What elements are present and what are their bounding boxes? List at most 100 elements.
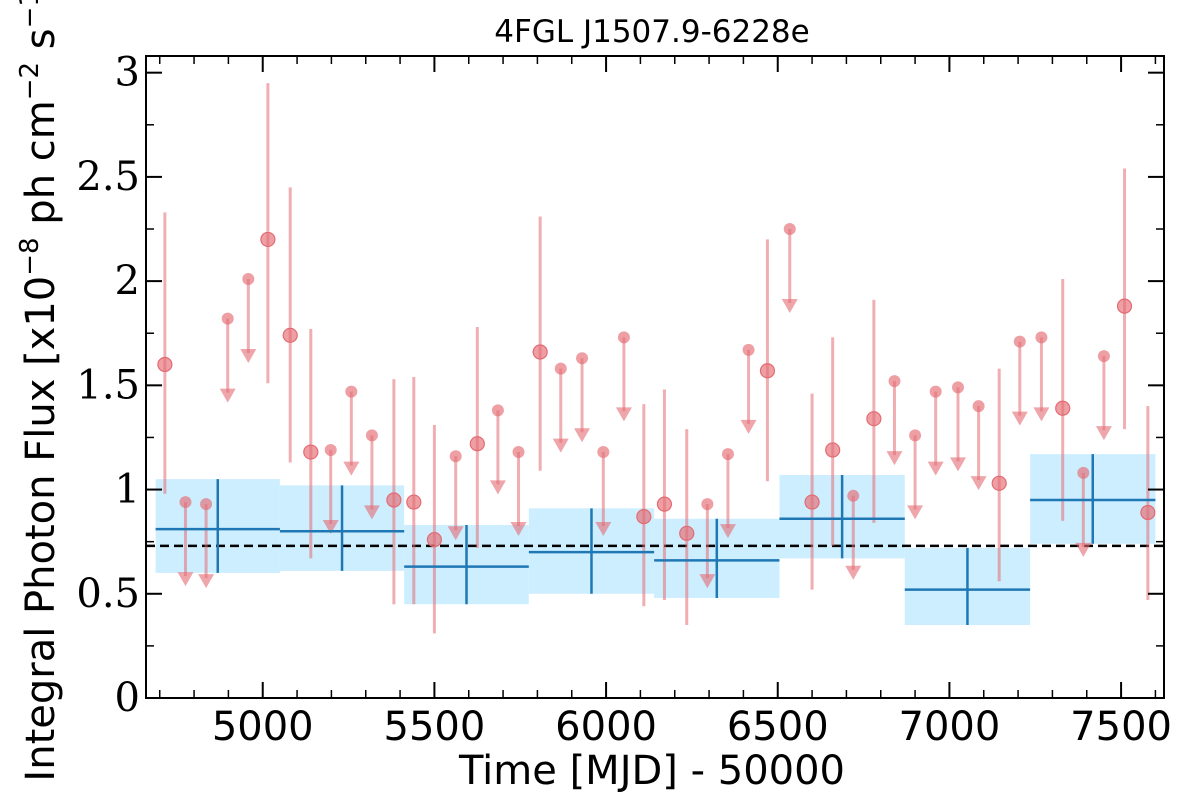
short-bin-point [1055, 400, 1071, 416]
upper-limit-point [972, 400, 985, 413]
upper-limit-arrow-head [447, 526, 464, 541]
upper-limit-arrow-head [740, 419, 757, 434]
short-bin-point [1140, 504, 1156, 521]
upper-limit-arrow-head [1011, 411, 1028, 426]
upper-limit-arrow-head [363, 505, 380, 520]
short-bin-point [532, 344, 548, 360]
y-axis-label-part: Integral Photon Flux [x10 [18, 276, 64, 782]
upper-limit-arrow-head [552, 438, 569, 453]
upper-limit-point [1013, 335, 1026, 348]
x-tick-label: 7500 [1070, 704, 1172, 750]
x-tick-label: 5000 [212, 704, 314, 750]
upper-limit-arrow-head [615, 407, 632, 422]
upper-limit-point [365, 429, 378, 442]
short-bin-point [260, 231, 276, 248]
short-bin-point [469, 436, 485, 452]
short-bin-point [157, 356, 173, 373]
y-axis-label-exponent: −8 [15, 237, 45, 275]
short-bin-point [406, 494, 422, 510]
y-axis-label-exponent: −1 [15, 0, 45, 28]
short-bin-point [1116, 298, 1133, 314]
upper-limit-arrow-head [907, 505, 924, 520]
upper-limit-arrow-head [489, 480, 506, 495]
upper-limit-point [783, 223, 796, 236]
y-tick-label: 1.5 [76, 362, 140, 408]
upper-limit-point [1035, 331, 1048, 344]
upper-limit-point [179, 496, 192, 509]
upper-limit-arrow-head [595, 522, 612, 537]
upper-limit-arrow-head [1075, 542, 1092, 557]
upper-limit-arrow-head [1095, 426, 1112, 441]
upper-limit-point [221, 312, 234, 325]
upper-limit-point [449, 450, 462, 463]
upper-limit-point [888, 375, 901, 388]
upper-limit-point [491, 404, 504, 417]
y-axis-label: Integral Photon Flux [x10−8 ph cm−2 s−1] [15, 0, 64, 782]
short-bin-point [866, 411, 882, 427]
upper-limit-arrow-head [927, 461, 944, 476]
upper-limit-point [951, 381, 964, 394]
upper-limit-arrow-head [970, 476, 987, 491]
upper-limit-arrow-head [343, 461, 360, 476]
upper-limit-arrow-head [949, 457, 966, 472]
y-tick-label: 0.5 [76, 571, 140, 617]
short-bin-point [804, 494, 820, 510]
upper-limit-arrow-head [1033, 407, 1050, 422]
short-bin-point [759, 363, 776, 379]
upper-limit-point [200, 498, 213, 511]
y-axis-label-part: s [18, 28, 64, 62]
y-axis-label-part: ph cm [18, 100, 64, 237]
upper-limit-arrow-head [510, 522, 527, 537]
short-bin-point [636, 509, 652, 525]
upper-limit-point [512, 446, 525, 459]
x-tick-label: 5500 [384, 704, 486, 750]
y-tick-label: 2 [115, 258, 140, 304]
upper-limit-point [742, 343, 755, 356]
upper-limit-point [554, 362, 567, 375]
axis-ticks: 0 0.5 1 1.5 2 2.5 3 5000 5500 6000 6500 7000 7500 [76, 50, 1172, 750]
short-bin-point [386, 492, 402, 508]
upper-limit-point [909, 429, 922, 442]
upper-limit-point [576, 352, 589, 365]
upper-limit-point [929, 385, 942, 398]
upper-limit-arrow-head [219, 388, 236, 403]
short-bin-point [656, 496, 673, 512]
upper-limit-arrow-head [886, 451, 903, 466]
chart-title: 4FGL J1507.9-6228e [494, 14, 809, 50]
upper-limit-point [345, 385, 358, 398]
upper-limit-arrow-head [198, 574, 215, 589]
upper-limit-arrow-head [699, 574, 716, 589]
short-bin-point [426, 531, 443, 548]
x-tick-label: 7000 [899, 704, 1001, 750]
upper-limit-arrow-head [177, 572, 194, 587]
upper-limit-point [721, 448, 734, 461]
upper-limit-point [701, 498, 714, 511]
y-tick-label: 1 [115, 467, 140, 513]
upper-limit-arrow-head [322, 519, 339, 534]
plot-area [146, 83, 1164, 634]
upper-limit-point [597, 446, 610, 459]
upper-limit-arrow-head [240, 349, 257, 364]
upper-limit-arrow-head [845, 565, 862, 580]
upper-limit-point [617, 331, 630, 344]
short-bin-point [282, 327, 298, 343]
y-tick-label: 3 [115, 50, 140, 96]
upper-limit-arrow-head [719, 524, 736, 539]
upper-limit-point [847, 489, 860, 502]
upper-limit-arrow-head [781, 299, 798, 314]
short-bin-point [991, 475, 1007, 491]
x-axis-label: Time [MJD] - 50000 [458, 748, 845, 794]
y-axis-label-exponent: −2 [15, 62, 45, 100]
plot-frame [145, 55, 1165, 699]
short-bin-point [825, 442, 841, 458]
y-tick-label: 2.5 [76, 154, 140, 200]
x-tick-label: 6500 [727, 704, 829, 750]
upper-limit-arrow-head [574, 428, 591, 443]
upper-limit-point [1077, 466, 1090, 479]
short-bin-point [303, 444, 319, 460]
upper-limit-point [242, 273, 255, 286]
short-bin-point [679, 525, 695, 541]
y-tick-label: 0 [115, 675, 140, 721]
upper-limit-point [1097, 350, 1110, 363]
